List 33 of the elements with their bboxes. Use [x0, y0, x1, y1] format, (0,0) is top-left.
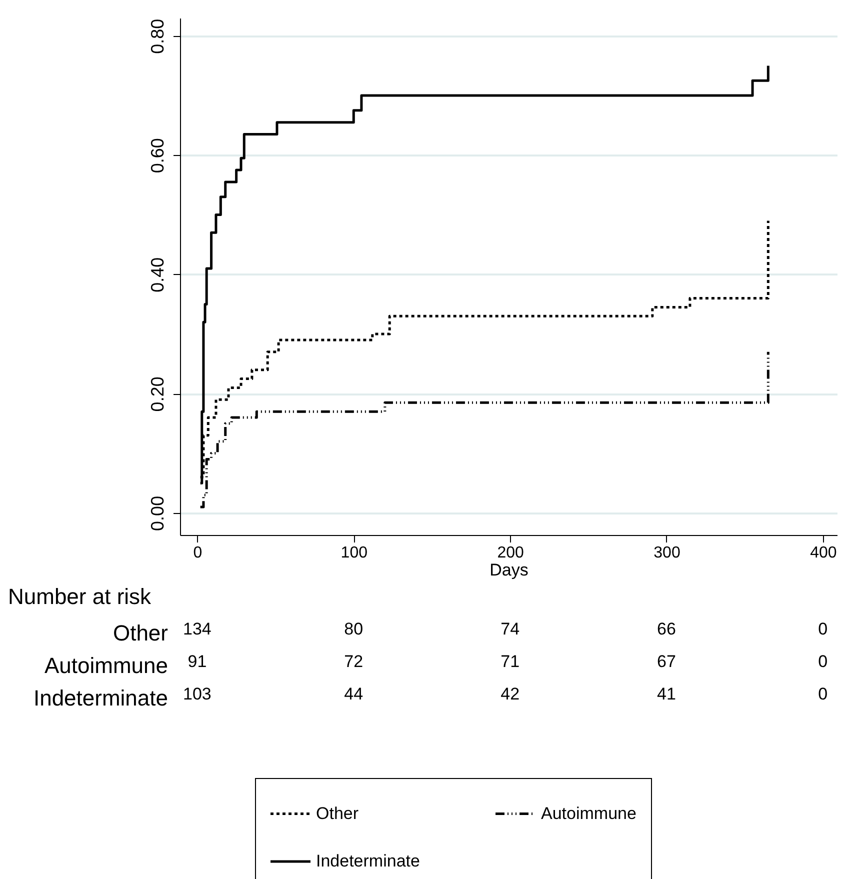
text: Autoimmune: [44, 653, 168, 678]
text: 74: [500, 620, 520, 638]
text: 0: [818, 684, 828, 704]
text: 91: [188, 652, 207, 671]
legend-label: Autoimmune: [541, 804, 636, 823]
text: 0: [818, 652, 828, 671]
x-tick-label: 400: [810, 544, 837, 562]
text: 44: [344, 684, 364, 704]
text: 72: [344, 652, 364, 671]
text: Indeterminate: [33, 686, 168, 710]
x-tick-label: 0: [193, 544, 202, 562]
x-tick-label: 100: [340, 544, 368, 562]
y-tick-label: 0.00: [148, 496, 168, 531]
legend-label: Other: [316, 804, 359, 823]
y-tick-label: 0.60: [148, 138, 168, 174]
text: Number at risk: [8, 584, 152, 609]
text: 41: [657, 684, 676, 704]
text: 71: [500, 652, 520, 671]
text: Other: [112, 620, 168, 646]
y-tick-label: 0.80: [148, 18, 168, 54]
text: 66: [657, 620, 676, 638]
x-tick-label: 300: [654, 544, 680, 562]
text: 134: [183, 620, 212, 638]
text: 42: [500, 684, 520, 704]
text: 103: [183, 684, 212, 704]
text: 0: [818, 620, 828, 638]
text: 80: [344, 620, 364, 638]
x-tick-label: 200: [497, 544, 524, 562]
legend-label: Indeterminate: [316, 852, 420, 870]
text: 67: [657, 652, 676, 671]
y-tick-label: 0.40: [148, 257, 168, 292]
y-tick-label: 0.20: [148, 376, 168, 412]
x-axis-title: Days: [490, 560, 528, 580]
